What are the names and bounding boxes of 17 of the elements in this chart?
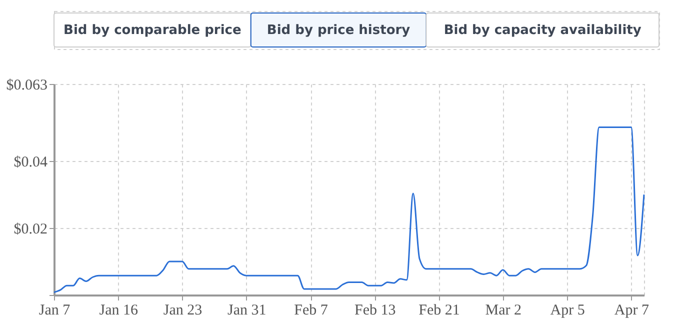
y-tick-label: $0.04 [14, 154, 48, 171]
x-tick-label: Jan 23 [163, 302, 202, 318]
x-tick-label: Feb 21 [418, 302, 460, 318]
x-tick-label: Jan 31 [228, 302, 266, 318]
x-tick-label: Jan 7 [38, 302, 71, 318]
y-tick-label: $0.063 [6, 78, 48, 94]
x-tick-label: Apr 5 [550, 302, 585, 318]
x-tick-label: Apr 7 [614, 302, 650, 318]
text: Bid by price history [266, 23, 411, 38]
x-tick-label: Jan 16 [99, 302, 138, 318]
x-tick-label: Feb 13 [354, 302, 396, 318]
x-tick-label: Mar 2 [485, 302, 522, 318]
text: Bid by capacity availability [444, 23, 642, 38]
y-tick-label: $0.02 [14, 222, 48, 238]
line-series [53, 126, 645, 294]
x-tick-label: Feb 7 [294, 302, 328, 318]
text: Bid by comparable price [64, 23, 242, 38]
